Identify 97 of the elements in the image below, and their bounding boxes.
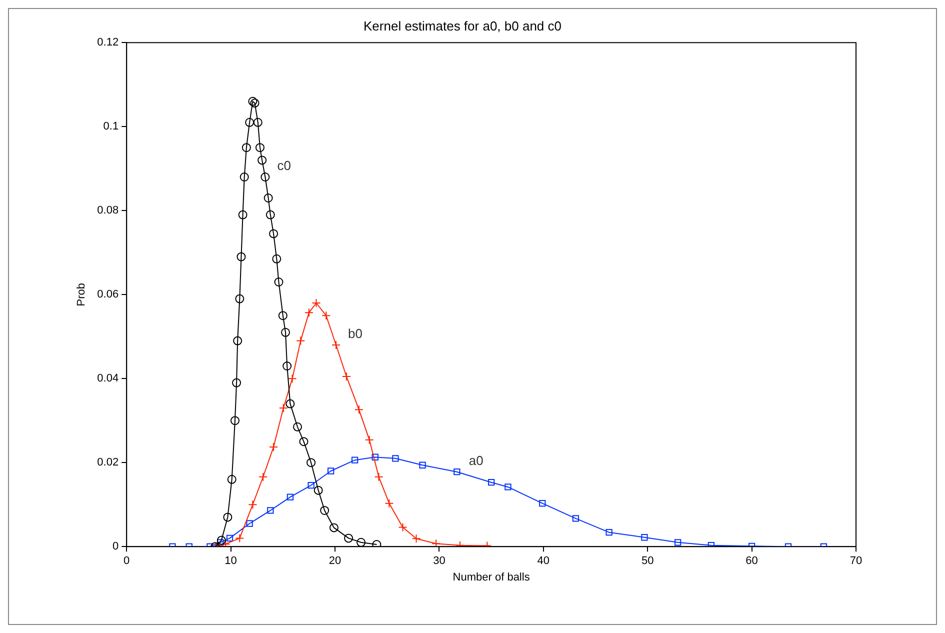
point [320, 506, 330, 515]
point [278, 404, 288, 412]
point [233, 336, 242, 346]
point [419, 462, 426, 468]
point [306, 458, 316, 468]
point [372, 454, 378, 460]
point [269, 442, 278, 452]
point [286, 399, 295, 408]
point [539, 500, 546, 507]
point [606, 528, 612, 536]
point [258, 472, 268, 482]
y-tick-label: 0.06 [97, 288, 119, 301]
point [242, 143, 251, 152]
point [264, 194, 273, 202]
point [238, 210, 248, 220]
point [374, 472, 384, 482]
point [674, 539, 682, 546]
point [226, 534, 234, 542]
y-axis-title: Prob [76, 282, 88, 306]
point [322, 311, 331, 320]
y-tick-label: 0.1 [103, 120, 119, 133]
point [398, 522, 408, 532]
point [328, 468, 334, 474]
point [288, 374, 297, 384]
point [267, 507, 274, 514]
point [235, 534, 244, 543]
point [227, 474, 236, 484]
series-label: c0 [277, 158, 291, 174]
point [230, 416, 240, 426]
point [372, 540, 382, 547]
x-tick-label: 60 [746, 555, 758, 568]
point [299, 437, 308, 446]
point [329, 523, 338, 532]
point [432, 539, 441, 547]
point [292, 422, 302, 432]
point [572, 515, 580, 522]
x-axis-title: Number of balls [452, 571, 530, 584]
chart-title: Kernel estimates for a0, b0 and c0 [363, 18, 562, 34]
point [235, 294, 244, 304]
point [312, 298, 321, 308]
y-tick-label: 0.04 [97, 372, 119, 385]
point [332, 340, 341, 350]
x-tick-label: 0 [124, 555, 130, 568]
point [246, 520, 253, 527]
point [504, 484, 512, 490]
point [255, 143, 264, 152]
point [384, 498, 394, 508]
y-tick-label: 0.08 [97, 204, 119, 217]
series-label: a0 [468, 452, 484, 468]
point [240, 172, 249, 182]
point [392, 455, 399, 462]
point [216, 536, 226, 545]
point [248, 96, 258, 106]
point [351, 456, 358, 464]
point [308, 482, 314, 489]
point [272, 254, 282, 264]
point [258, 156, 267, 165]
point [314, 486, 323, 495]
point [356, 538, 366, 547]
y-tick-label: 0.02 [97, 456, 119, 469]
x-tick-label: 30 [433, 555, 446, 568]
point [641, 534, 648, 541]
x-tick-label: 50 [641, 555, 654, 568]
x-tick-label: 20 [328, 555, 342, 568]
point [488, 479, 495, 486]
x-tick-label: 40 [537, 555, 550, 568]
point [364, 435, 374, 444]
point [296, 336, 306, 346]
x-tick-label: 10 [224, 555, 237, 568]
point [217, 539, 224, 546]
point [236, 252, 246, 262]
point [354, 405, 364, 414]
point [223, 512, 232, 522]
point [266, 210, 275, 220]
point [342, 372, 351, 381]
point [253, 118, 262, 127]
point [454, 468, 460, 476]
point [221, 540, 230, 547]
point [274, 278, 284, 286]
point [282, 362, 292, 370]
point [281, 328, 290, 337]
y-tick-label: 0 [112, 540, 119, 553]
point [250, 98, 260, 108]
point [304, 308, 314, 318]
y-tick-label: 0.12 [97, 36, 119, 49]
point [269, 229, 278, 238]
point [248, 500, 258, 510]
series-label: b0 [348, 326, 363, 342]
point [232, 378, 242, 388]
point [286, 494, 294, 500]
point [344, 534, 354, 543]
point [245, 118, 254, 127]
x-tick-label: 70 [850, 555, 862, 568]
point [260, 172, 270, 182]
point [412, 534, 421, 544]
point [278, 311, 288, 320]
point [708, 542, 714, 547]
